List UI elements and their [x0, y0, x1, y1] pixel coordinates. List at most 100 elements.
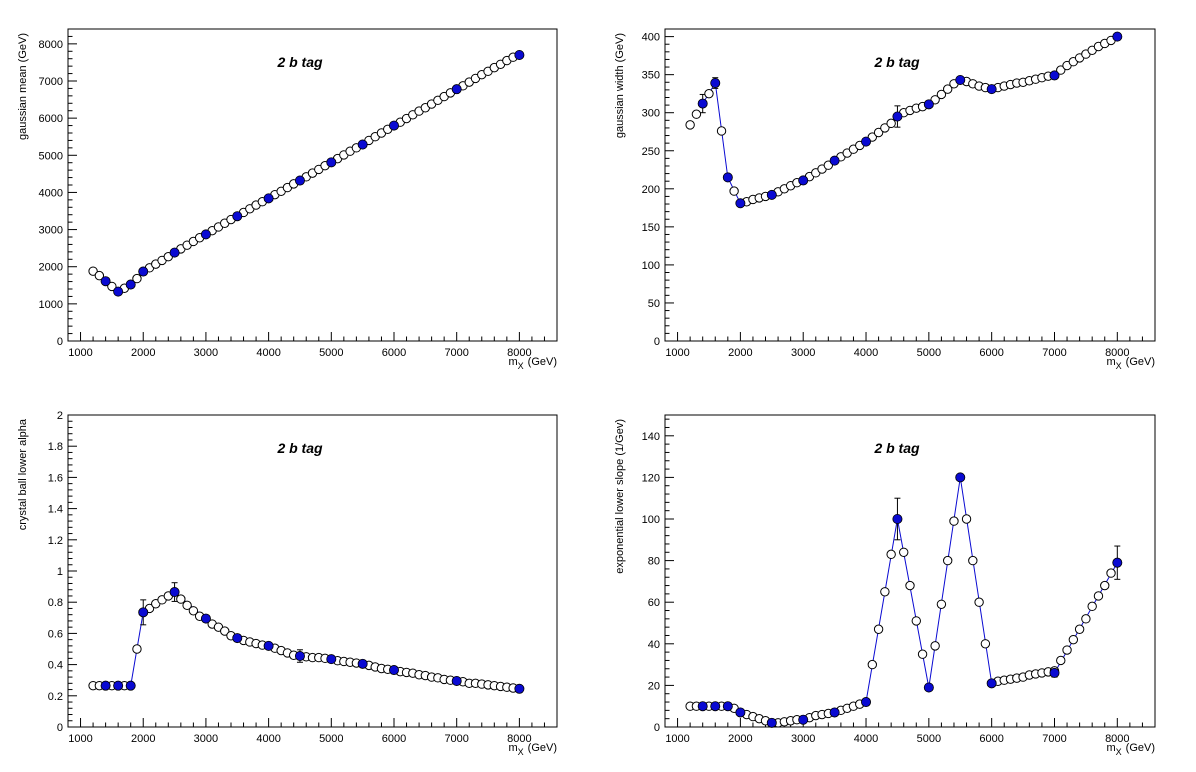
fit-point: [892, 514, 903, 525]
x-tick-label: 2000: [131, 733, 155, 745]
fit-point: [829, 155, 840, 166]
x-tick-label: 5000: [319, 347, 343, 359]
fit-point: [735, 198, 746, 209]
y-tick-label: 300: [642, 108, 660, 120]
fit-point: [697, 98, 708, 109]
fit-point: [710, 78, 721, 89]
x-tick-label: 6000: [979, 733, 1003, 745]
open-marker-point: [886, 118, 896, 129]
y-axis-title: exponential lower slope (1/Gev): [614, 419, 626, 574]
open-marker-point: [873, 624, 884, 634]
open-marker-point: [867, 659, 878, 670]
fit-point: [829, 707, 840, 718]
open-marker-point: [980, 639, 991, 649]
open-marker-point: [182, 600, 192, 611]
y-axis-title: gaussian width (GeV): [614, 33, 626, 138]
open-marker-point: [886, 549, 896, 560]
y-tick-label: 100: [642, 514, 660, 526]
fit-point: [955, 74, 966, 85]
y-tick-label: 1: [57, 566, 63, 578]
x-tick-label: 5000: [319, 733, 343, 745]
open-marker-point: [1093, 591, 1104, 601]
x-tick-label: 3000: [194, 347, 218, 359]
fit-point: [232, 633, 243, 644]
y-tick-label: 20: [648, 680, 660, 692]
open-marker-point: [936, 599, 947, 609]
x-tick-label: 7000: [444, 347, 468, 359]
open-marker-point: [942, 84, 953, 94]
y-tick-label: 250: [642, 146, 660, 158]
fit-point: [1112, 31, 1123, 42]
y-tick-label: 120: [642, 472, 660, 484]
open-marker-point: [899, 547, 909, 557]
open-marker-point: [911, 616, 921, 626]
fit-point: [138, 266, 149, 277]
chart-panel-2: 1000 2000 3000 4000 5000 6000 7000 8000 0 50 100 15…: [614, 28, 1156, 371]
fit-point: [100, 276, 111, 287]
x-tick-label: 3000: [791, 347, 815, 359]
open-marker-point: [132, 644, 142, 654]
fit-point: [263, 640, 274, 651]
y-tick-label: 40: [648, 639, 660, 651]
open-marker-point: [1056, 655, 1066, 666]
y-tick-label: 50: [648, 298, 660, 310]
fit-point: [200, 229, 211, 240]
y-tick-label: 200: [642, 184, 660, 196]
y-tick-label: 1.6: [48, 472, 63, 484]
annotation-label: 2 b tag: [276, 440, 323, 456]
annotation-label: 2 b tag: [276, 54, 323, 70]
fit-point: [923, 99, 934, 110]
open-marker-point: [685, 120, 695, 130]
fit-point: [861, 136, 872, 147]
fit-point: [766, 189, 777, 200]
fit-point: [263, 193, 274, 204]
open-marker-point: [1087, 601, 1097, 612]
x-tick-label: 8000: [507, 347, 531, 359]
fit-point: [169, 247, 180, 258]
open-marker-point: [942, 555, 953, 566]
fit-point: [113, 680, 124, 691]
open-marker-point: [1081, 614, 1091, 624]
fit-point: [326, 654, 337, 665]
y-tick-label: 1000: [39, 299, 63, 311]
chart-panel-4: 1000 2000 3000 4000 5000 6000 7000 8000 0 20 40 60 8…: [614, 414, 1156, 757]
y-tick-label: 80: [648, 556, 660, 568]
x-tick-label: 4000: [854, 347, 878, 359]
y-tick-label: 0: [57, 336, 63, 348]
fit-point: [200, 613, 211, 624]
fit-point: [514, 50, 525, 61]
y-tick-label: 0: [57, 722, 63, 734]
x-tick-label: 8000: [1105, 347, 1129, 359]
open-marker-point: [88, 266, 98, 276]
open-marker-point: [94, 270, 105, 281]
open-marker-point: [176, 594, 186, 604]
fit-point: [798, 175, 809, 186]
fit-point: [861, 697, 872, 708]
fit-point: [113, 286, 124, 297]
annotation-label: 2 b tag: [873, 54, 920, 70]
fit-point: [125, 279, 136, 290]
x-axis-title: mX (GeV): [1106, 742, 1155, 757]
open-marker-point: [873, 127, 884, 138]
x-tick-label: 7000: [444, 733, 468, 745]
fit-point: [125, 680, 136, 691]
y-tick-label: 400: [642, 32, 660, 44]
fit-point: [1049, 667, 1060, 678]
y-tick-label: 0.4: [48, 660, 63, 672]
y-tick-label: 1.4: [48, 504, 63, 516]
fit-point: [1112, 557, 1123, 568]
open-marker-point: [188, 606, 199, 616]
fit-point: [294, 175, 305, 186]
x-tick-label: 3000: [194, 733, 218, 745]
fit-point: [451, 675, 462, 686]
x-tick-label: 2000: [728, 733, 752, 745]
y-tick-label: 100: [642, 260, 660, 272]
open-marker-point: [880, 587, 890, 597]
y-tick-label: 0.2: [48, 691, 63, 703]
fit-point: [986, 678, 997, 689]
x-axis-title: mX (GeV): [508, 356, 557, 371]
y-tick-label: 3000: [39, 225, 63, 237]
open-marker-point: [1100, 580, 1110, 591]
